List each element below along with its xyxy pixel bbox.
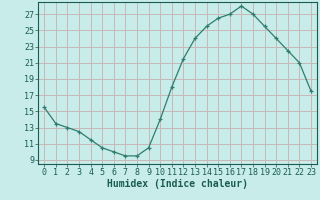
- X-axis label: Humidex (Indice chaleur): Humidex (Indice chaleur): [107, 179, 248, 189]
